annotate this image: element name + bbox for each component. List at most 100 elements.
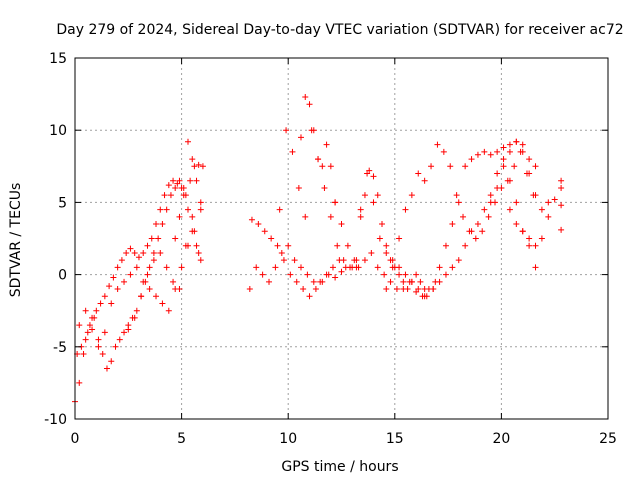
data-point xyxy=(95,336,102,343)
series-trace-l xyxy=(383,141,537,293)
data-point xyxy=(506,148,513,155)
data-point xyxy=(381,271,388,278)
data-point xyxy=(121,278,128,285)
data-point xyxy=(338,268,345,275)
data-point xyxy=(197,257,204,264)
data-point xyxy=(368,249,375,256)
data-point xyxy=(191,228,198,235)
data-point xyxy=(545,199,552,206)
data-point xyxy=(327,163,334,170)
data-point xyxy=(370,199,377,206)
series-trace-q xyxy=(558,177,565,233)
data-point xyxy=(80,351,87,358)
data-point xyxy=(558,202,565,209)
data-point xyxy=(447,163,454,170)
data-point xyxy=(338,221,345,228)
series-trace-o xyxy=(487,138,558,213)
data-point xyxy=(500,144,507,151)
data-point xyxy=(163,206,170,213)
data-point xyxy=(436,278,443,285)
data-point xyxy=(127,245,134,252)
data-point xyxy=(110,274,117,281)
data-point xyxy=(176,213,183,220)
data-point xyxy=(297,134,304,141)
series-trace-i xyxy=(297,93,339,206)
data-point xyxy=(468,156,475,163)
data-point xyxy=(283,127,290,134)
data-point xyxy=(500,156,507,163)
data-point xyxy=(306,293,313,300)
data-point xyxy=(199,163,206,170)
data-point xyxy=(481,206,488,213)
data-point xyxy=(462,242,469,249)
data-point xyxy=(276,206,283,213)
data-point xyxy=(133,307,140,314)
data-point xyxy=(172,184,179,191)
data-point xyxy=(95,343,102,350)
series-trace-e xyxy=(172,138,204,242)
data-point xyxy=(513,138,520,145)
series-trace-c xyxy=(76,206,204,350)
data-point xyxy=(165,182,172,189)
y-tick-label: 0 xyxy=(58,268,67,284)
data-point xyxy=(176,177,183,184)
data-point xyxy=(361,257,368,264)
data-point xyxy=(159,221,166,228)
data-point xyxy=(133,264,140,271)
data-point xyxy=(302,93,309,100)
data-point xyxy=(538,206,545,213)
data-point xyxy=(494,184,501,191)
data-point xyxy=(148,235,155,242)
data-point xyxy=(319,163,326,170)
data-point xyxy=(248,216,255,223)
data-point xyxy=(396,235,403,242)
data-point xyxy=(440,148,447,155)
data-point xyxy=(304,271,311,278)
data-point xyxy=(291,257,298,264)
data-point xyxy=(449,264,456,271)
data-point xyxy=(306,101,313,108)
chart-title: Day 279 of 2024, Sidereal Day-to-day VTE… xyxy=(56,22,623,38)
data-point xyxy=(82,307,89,314)
data-point xyxy=(272,264,279,271)
data-point xyxy=(266,278,273,285)
data-point xyxy=(189,156,196,163)
data-point xyxy=(253,264,260,271)
data-point xyxy=(127,271,134,278)
data-point xyxy=(551,196,558,203)
data-point xyxy=(545,213,552,220)
points-layer xyxy=(72,93,565,405)
data-point xyxy=(103,365,110,372)
data-point xyxy=(191,163,198,170)
data-point xyxy=(180,184,187,191)
data-point xyxy=(144,271,151,278)
data-point xyxy=(357,206,364,213)
data-point xyxy=(76,322,83,329)
y-tick-label: -5 xyxy=(53,340,67,356)
data-point xyxy=(195,249,202,256)
data-point xyxy=(376,235,383,242)
data-point xyxy=(159,300,166,307)
y-tick-label: 10 xyxy=(49,123,67,139)
data-point xyxy=(442,271,449,278)
x-tick-label: 5 xyxy=(177,431,186,447)
data-point xyxy=(246,286,253,293)
data-point xyxy=(293,278,300,285)
data-point xyxy=(189,213,196,220)
data-point xyxy=(494,148,501,155)
data-point xyxy=(353,264,360,271)
series-trace-d xyxy=(125,213,202,333)
data-point xyxy=(144,242,151,249)
data-point xyxy=(413,271,420,278)
data-point xyxy=(383,249,390,256)
x-tick-label: 25 xyxy=(599,431,617,447)
data-point xyxy=(387,278,394,285)
data-point xyxy=(150,249,157,256)
x-tick-label: 10 xyxy=(279,431,297,447)
data-point xyxy=(146,286,153,293)
data-point xyxy=(261,228,268,235)
data-point xyxy=(108,300,115,307)
series-trace-g xyxy=(248,216,345,300)
data-point xyxy=(89,326,96,333)
data-point xyxy=(455,257,462,264)
